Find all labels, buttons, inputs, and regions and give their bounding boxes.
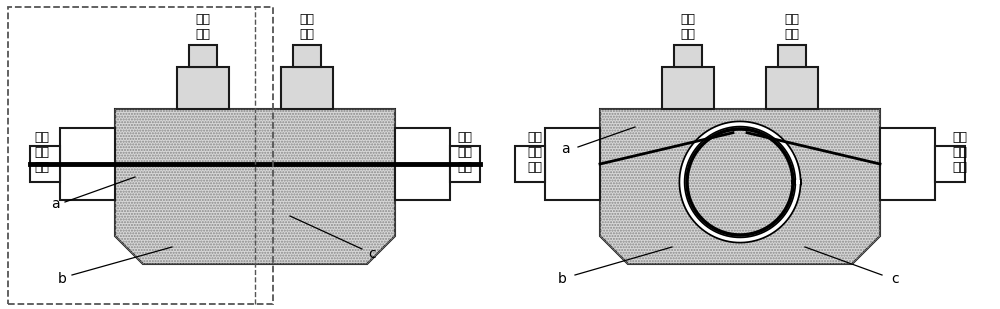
Text: 耦合
光路
接口: 耦合 光路 接口	[952, 130, 967, 173]
Polygon shape	[600, 109, 880, 264]
Text: c: c	[368, 247, 376, 261]
Bar	[674, 45, 702, 67]
Text: c: c	[891, 272, 899, 286]
Text: 耦合
光路
接口: 耦合 光路 接口	[458, 130, 473, 173]
Bar	[935, 146, 965, 182]
Bar	[778, 45, 806, 67]
Bar	[515, 146, 545, 182]
Bar	[662, 67, 714, 109]
Text: a: a	[51, 197, 59, 211]
Bar	[60, 128, 115, 200]
Bar	[8, 7, 273, 304]
Text: a: a	[561, 142, 569, 156]
Text: b: b	[558, 272, 566, 286]
Bar	[766, 67, 818, 109]
Bar	[450, 146, 480, 182]
Bar	[395, 128, 450, 200]
Text: 液路
接口: 液路 接口	[681, 13, 696, 41]
Text: 液路
接口: 液路 接口	[784, 13, 800, 41]
Text: 耦合
光路
接口: 耦合 光路 接口	[528, 130, 542, 173]
Text: 液路
接口: 液路 接口	[300, 13, 315, 41]
Bar	[281, 67, 333, 109]
Text: 液路
接口: 液路 接口	[196, 13, 211, 41]
Text: 耦合
光路
接口: 耦合 光路 接口	[35, 130, 50, 173]
Bar	[30, 146, 60, 182]
Bar	[880, 128, 935, 200]
Bar	[545, 128, 600, 200]
Text: b: b	[58, 272, 66, 286]
Polygon shape	[115, 109, 395, 264]
Bar	[177, 67, 229, 109]
Bar	[293, 45, 321, 67]
Bar	[189, 45, 217, 67]
